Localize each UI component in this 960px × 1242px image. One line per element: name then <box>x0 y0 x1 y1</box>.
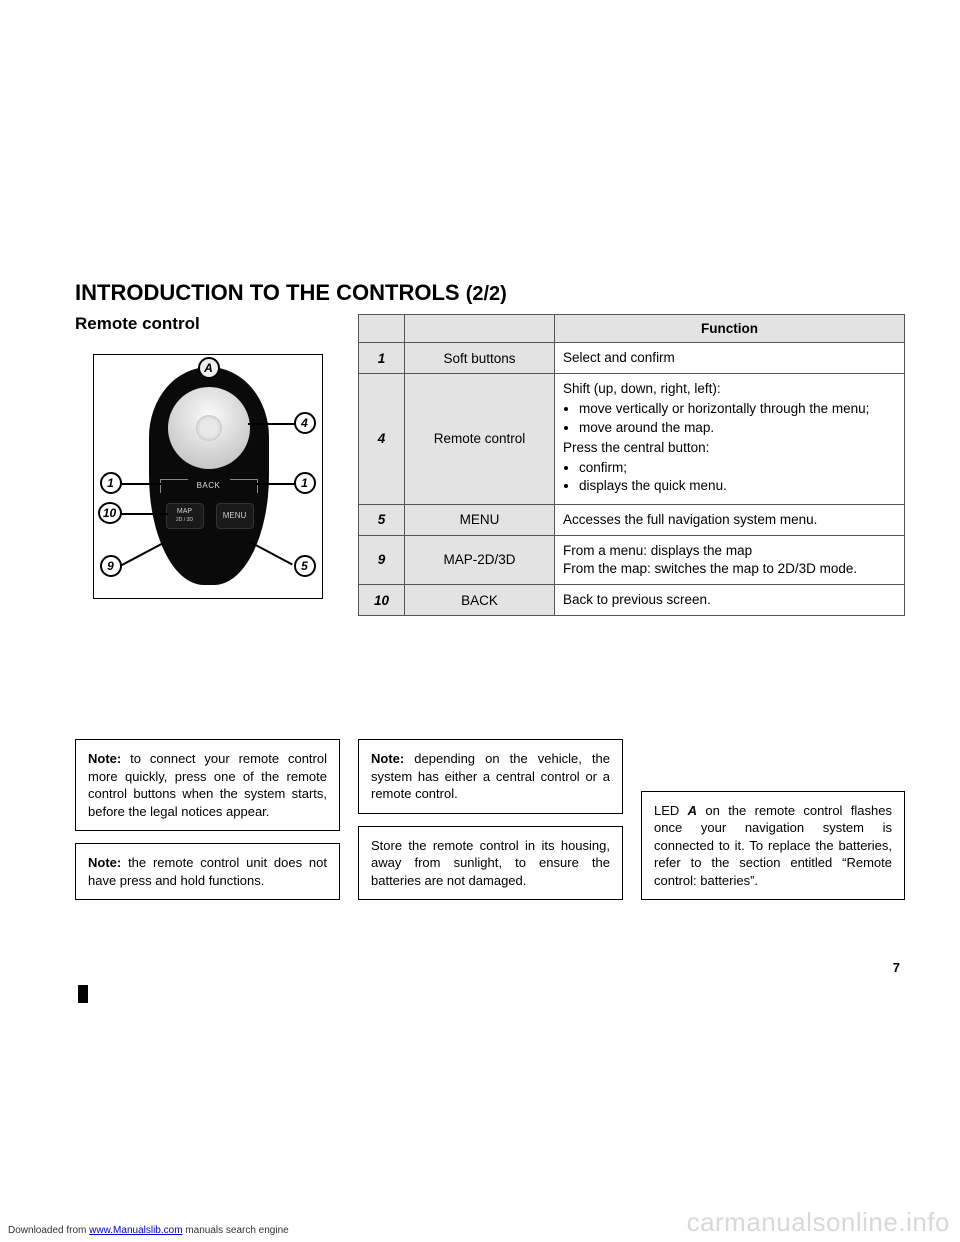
note-box: Note: to connect your remote control mor… <box>75 739 340 831</box>
row-desc: Select and confirm <box>555 343 905 374</box>
back-label: BACK <box>189 478 229 494</box>
table-row: 4 Remote control Shift (up, down, right,… <box>359 374 905 504</box>
desc-l2: From the map: switches the map to 2D/3D … <box>563 561 857 576</box>
note-text: Store the remote control in its housing,… <box>371 838 610 888</box>
soft-button-left-icon <box>160 479 188 493</box>
table-row: 9 MAP-2D/3D From a menu: displays the ma… <box>359 535 905 584</box>
footer-post: manuals search engine <box>183 1225 289 1236</box>
title-main: INTRODUCTION TO THE CONTROLS <box>75 280 466 305</box>
remote-diagram: BACK MAP 2D / 3D MENU A 4 1 1 10 9 <box>93 354 323 599</box>
footer: Downloaded from www.Manualslib.com manua… <box>8 1225 289 1236</box>
row-label: Soft buttons <box>405 343 555 374</box>
row-num: 10 <box>359 585 405 616</box>
note-box: Note: depending on the vehicle, the syst… <box>358 739 623 814</box>
map-line2: 2D / 3D <box>176 517 193 523</box>
note-bold: Note: <box>88 855 128 870</box>
note-pre: LED <box>654 803 688 818</box>
row-desc: Back to previous screen. <box>555 585 905 616</box>
note-A: A <box>688 803 697 818</box>
row-label: Remote control <box>405 374 555 504</box>
th-function: Function <box>555 315 905 343</box>
page-number: 7 <box>893 960 900 975</box>
note-box: Store the remote control in its housing,… <box>358 826 623 901</box>
map-button-icon: MAP 2D / 3D <box>166 503 204 529</box>
desc-pre: Shift (up, down, right, left): <box>563 381 721 396</box>
row-label: MENU <box>405 504 555 535</box>
note-bold: Note: <box>88 751 130 766</box>
function-table: Function 1 Soft buttons Select and confi… <box>358 314 905 616</box>
lead-1r <box>256 483 296 485</box>
lead-9 <box>119 542 164 567</box>
callout-A: A <box>198 357 220 379</box>
table-row: 5 MENU Accesses the full navigation syst… <box>359 504 905 535</box>
footer-link[interactable]: www.Manualslib.com <box>89 1225 182 1236</box>
title-sub: (2/2) <box>466 283 507 305</box>
row-desc: Accesses the full navigation system menu… <box>555 504 905 535</box>
row-num: 4 <box>359 374 405 504</box>
desc-li: move vertically or horizontally through … <box>579 400 896 418</box>
footer-pre: Downloaded from <box>8 1225 89 1236</box>
desc-mid: Press the central button: <box>563 440 709 455</box>
note-box: LED A on the remote control flashes once… <box>641 791 905 901</box>
desc-li: displays the quick menu. <box>579 477 896 495</box>
lead-1l <box>120 483 162 485</box>
dpad-icon <box>168 387 250 469</box>
table-row: 1 Soft buttons Select and confirm <box>359 343 905 374</box>
black-marker-icon <box>78 985 88 1003</box>
watermark: carmanualsonline.info <box>687 1207 950 1238</box>
desc-li: confirm; <box>579 459 896 477</box>
subheading: Remote control <box>75 314 340 334</box>
row-num: 9 <box>359 535 405 584</box>
menu-button-icon: MENU <box>216 503 254 529</box>
row-desc: Shift (up, down, right, left): move vert… <box>555 374 905 504</box>
row-num: 1 <box>359 343 405 374</box>
note-bold: Note: <box>371 751 414 766</box>
callout-5: 5 <box>294 555 316 577</box>
row-desc: From a menu: displays the map From the m… <box>555 535 905 584</box>
callout-1-left: 1 <box>100 472 122 494</box>
desc-l1: From a menu: displays the map <box>563 543 752 558</box>
callout-10: 10 <box>98 502 122 524</box>
row-num: 5 <box>359 504 405 535</box>
row-label: MAP-2D/3D <box>405 535 555 584</box>
table-row: 10 BACK Back to previous screen. <box>359 585 905 616</box>
desc-li: move around the map. <box>579 419 896 437</box>
callout-9: 9 <box>100 555 122 577</box>
note-box: Note: the remote control unit does not h… <box>75 843 340 900</box>
row-label: BACK <box>405 585 555 616</box>
soft-button-right-icon <box>230 479 258 493</box>
page-title: INTRODUCTION TO THE CONTROLS (2/2) <box>75 280 905 306</box>
lead-5 <box>249 541 292 565</box>
lead-4 <box>248 423 296 425</box>
callout-1-right: 1 <box>294 472 316 494</box>
lead-10 <box>120 513 168 515</box>
th-blank <box>359 315 405 343</box>
th-blank2 <box>405 315 555 343</box>
callout-4: 4 <box>294 412 316 434</box>
map-line1: MAP <box>177 508 192 515</box>
